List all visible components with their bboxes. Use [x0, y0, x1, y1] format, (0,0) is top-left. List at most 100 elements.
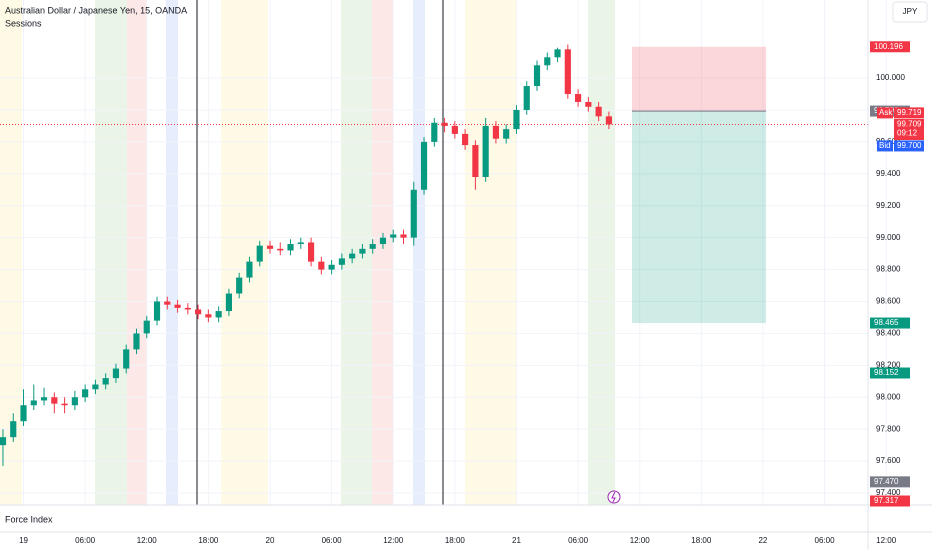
candle-body [153, 301, 161, 321]
candle-body [10, 421, 17, 438]
indicator-name: Sessions [5, 18, 42, 28]
candle-body [205, 314, 212, 318]
x-tick-label: 06:00 [815, 536, 836, 545]
candle-body [143, 320, 150, 334]
candle-body [277, 248, 284, 251]
candle-body [349, 253, 356, 259]
chart-title: Australian Dollar / Japanese Yen, 15, OA… [5, 5, 187, 15]
candle-body [246, 261, 253, 278]
price-label-bg [870, 495, 910, 507]
candle-body [174, 304, 181, 308]
candle-body [605, 116, 612, 125]
candle-body [400, 234, 407, 238]
target-zone [632, 111, 767, 324]
last-price-bg [894, 118, 924, 140]
sessions [0, 0, 615, 505]
candle-body [328, 264, 335, 270]
price-label: 97.317 [874, 496, 899, 505]
candle-body [133, 333, 140, 350]
y-tick-label: 99.400 [876, 169, 901, 178]
candle-body [40, 397, 48, 401]
candle-body [225, 293, 232, 312]
candle-body [523, 86, 530, 110]
price-label-bg [870, 41, 910, 53]
candle-body [0, 437, 7, 446]
candle-body [359, 248, 366, 254]
bid-tag: Bid [879, 141, 891, 150]
grid [0, 0, 887, 505]
candle-body [513, 109, 520, 130]
ask-tag: Ask [879, 108, 893, 117]
x-tick-label: 06:00 [322, 536, 343, 545]
candle-body [554, 49, 561, 58]
price-label: 98.152 [874, 368, 899, 377]
candle-body [564, 49, 571, 95]
candle-body [379, 237, 387, 245]
candle-body [544, 57, 551, 66]
y-tick-label: 98.600 [876, 297, 901, 306]
candle-body [102, 378, 109, 385]
candle-body [297, 242, 304, 245]
candle-body [595, 106, 602, 117]
price-label: 100.196 [874, 42, 903, 51]
session-band [372, 0, 393, 505]
candle-body [236, 277, 243, 294]
session-band [341, 0, 372, 505]
x-tick-label: 18:00 [445, 536, 466, 545]
candle-body [533, 65, 541, 87]
candle-body [184, 307, 191, 310]
candle-body [51, 397, 58, 404]
session-band [413, 0, 425, 505]
candle-body [585, 101, 592, 107]
bid-price: 99.700 [897, 141, 922, 150]
currency[interactable]: JPY [903, 7, 918, 16]
x-tick-label: 20 [266, 536, 275, 545]
y-tick-label: 97.600 [876, 456, 901, 465]
candle-body [462, 133, 469, 146]
y-tick-label: 99.000 [876, 233, 901, 242]
x-tick-label: 18:00 [198, 536, 219, 545]
candle-body [287, 244, 294, 251]
lower-pane-name: Force Index [5, 514, 53, 524]
session-band [127, 0, 147, 505]
y-tick-label: 97.800 [876, 424, 901, 433]
price-label-bg [870, 367, 910, 379]
candle-body [575, 94, 582, 102]
y-tick-label: 98.800 [876, 265, 901, 274]
price-label: 97.470 [874, 477, 899, 486]
price-axis: 97.400 97.600 97.800 98.000 98.200 98.400 98.6… [870, 41, 924, 507]
candle-body [71, 397, 78, 406]
price-label-bg [870, 476, 910, 488]
candle-body [503, 129, 510, 139]
y-tick-label: 99.200 [876, 201, 901, 210]
countdown: 09:12 [897, 129, 918, 138]
candle-body [215, 311, 222, 318]
candle-body [472, 145, 479, 178]
candle-body [112, 368, 120, 379]
bid-tag-bg [877, 140, 893, 152]
bid-price-bg [894, 140, 924, 152]
candle-body [164, 301, 171, 305]
currency-button[interactable] [892, 1, 928, 23]
price-label: 98.465 [874, 318, 899, 327]
x-tick-label: 19 [19, 536, 28, 545]
candle-body [123, 349, 130, 369]
stop-zone [632, 46, 767, 112]
plot [0, 44, 868, 466]
ask-price-bg [894, 107, 924, 119]
y-tick-label: 98.400 [876, 329, 901, 338]
x-tick-label: 06:00 [75, 536, 96, 545]
candle-body [441, 122, 448, 126]
candle-body [307, 242, 315, 262]
x-tick-label: 12:00 [876, 536, 897, 545]
x-tick-label: 12:00 [383, 536, 404, 545]
ask-price: 99.719 [897, 108, 922, 117]
x-tick-label: 22 [758, 536, 767, 545]
y-tick-label: 100.000 [876, 73, 905, 82]
candle-body [451, 125, 458, 134]
candle-body [369, 244, 376, 249]
candle-body [482, 125, 489, 178]
candle-body [266, 245, 274, 249]
candle-body [338, 258, 345, 265]
